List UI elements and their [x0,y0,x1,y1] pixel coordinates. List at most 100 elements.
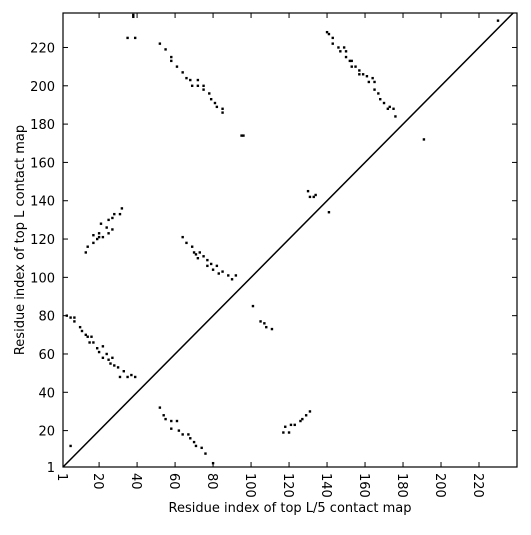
contact-point [132,15,135,19]
contact-point [118,212,122,216]
y-tick-label: 180 [30,118,55,133]
contact-point [259,320,262,323]
contact-point [86,245,89,248]
contact-point [215,264,219,268]
contact-point [289,423,293,427]
x-tick-label: 140 [318,473,333,498]
contact-point [111,356,114,360]
y-tick-label: 1 [47,461,55,476]
contact-point [263,322,266,325]
contact-point [339,50,342,53]
contact-point [227,274,230,277]
y-tick-label: 140 [30,195,55,210]
contact-point [90,335,93,338]
contact-point [105,352,108,356]
contact-point [189,78,192,82]
contact-point [113,212,116,216]
contact-point [342,46,346,49]
y-tick-label: 80 [38,310,55,325]
contact-point [175,419,179,423]
contact-point [348,59,352,63]
contact-point [208,92,211,95]
x-tick-label: 160 [356,473,371,498]
contact-point [240,134,243,137]
contact-point [344,50,348,53]
contact-point [95,347,99,350]
contact-point [304,414,308,417]
x-tick-label: 100 [242,473,257,498]
contact-point [196,78,200,82]
x-tick-label: 1 [54,473,69,481]
x-tick-label: 60 [166,473,181,490]
contact-point [170,419,173,423]
contact-point [73,320,76,323]
contact-point [118,375,122,379]
contact-point [88,341,91,344]
contact-point [101,235,105,239]
contact-point [284,425,287,428]
contact-point [196,256,200,260]
contact-point [350,59,353,63]
contact-point [314,193,317,197]
contact-point [211,461,215,465]
contact-point [217,272,220,275]
contact-point [202,88,205,91]
contact-point [92,241,95,245]
contact-point [354,65,357,68]
contact-point [327,32,331,36]
contact-point [379,98,382,101]
contact-point [282,431,285,434]
contact-point [221,107,224,110]
contact-point [299,419,302,423]
contact-point [325,30,329,34]
x-tick-label: 40 [128,473,143,490]
contact-point [209,98,213,101]
contact-point [386,107,390,110]
contact-point [196,84,200,87]
y-axis-label: Residue index of top L contact map [13,125,28,355]
contact-point [105,226,108,229]
contact-point [97,235,101,239]
plot-frame [62,12,518,468]
contact-point [194,444,198,448]
contact-point [190,84,194,87]
contact-point [99,222,103,225]
contact-point [132,13,135,17]
contact-point [392,107,395,110]
contact-point [270,327,274,331]
contact-point [192,251,196,254]
contact-point [350,65,353,68]
contact-point [92,341,95,344]
contact-point [170,55,173,59]
contact-point [242,134,245,137]
contact-point [200,446,203,450]
contact-point [190,245,194,248]
contact-point [361,73,365,76]
contact-point [111,228,114,231]
contact-point [331,42,334,45]
contact-point [126,36,129,40]
contact-point [187,433,190,436]
contact-point [158,42,162,45]
contact-point [192,440,196,444]
contact-point [170,427,173,430]
y-tick-label: 100 [30,271,55,286]
y-tick-label: 40 [38,386,55,401]
y-tick-label: 120 [30,233,55,248]
contact-point [377,92,380,95]
contact-point [301,417,304,421]
contact-point [84,333,87,337]
contact-point [185,241,188,245]
contact-point [113,364,116,367]
contact-point [394,115,397,118]
y-tick-label: 60 [38,348,55,363]
contact-point [185,76,188,80]
contact-point [194,253,198,256]
contact-point [422,138,426,141]
contact-point [358,69,361,72]
contact-point [308,410,312,413]
contact-point [287,431,291,434]
x-tick-label: 200 [432,473,447,498]
contact-point [92,234,95,237]
